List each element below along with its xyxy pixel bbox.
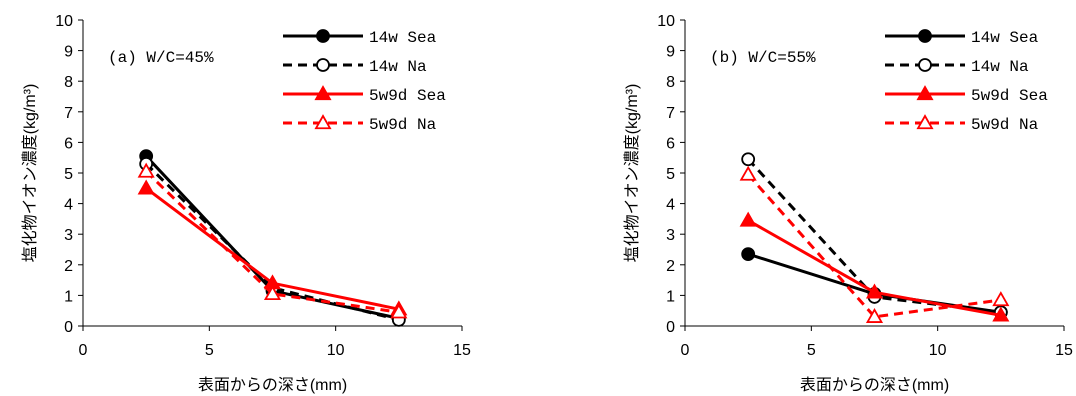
x-axis-title: 表面からの深さ(mm) [800, 376, 949, 394]
x-tick-label: 10 [327, 342, 345, 359]
data-point [865, 283, 884, 299]
legend-label: 5w9d Na [971, 116, 1039, 134]
y-tick-label: 5 [64, 166, 73, 183]
y-tick-label: 5 [666, 166, 675, 183]
y-tick-label: 6 [666, 135, 675, 152]
legend-marker [916, 114, 934, 130]
data-point [263, 285, 282, 301]
series-2 [139, 156, 406, 327]
data-point [390, 303, 408, 319]
chart-panel-2: 0 1 2 3 4 5 6 7 8 9 10 0 5 10 15 表面からの深さ(mm) 塩化物イオン濃度(kg… [623, 13, 1073, 394]
legend-label: 14w Na [971, 58, 1029, 76]
legend-marker [314, 114, 332, 130]
y-tick-label: 4 [64, 197, 73, 214]
y-tick-label: 1 [666, 288, 675, 305]
x-tick-label: 15 [453, 342, 471, 359]
legend-marker [314, 85, 332, 101]
chart-panel-1: 0 1 2 3 4 5 6 7 8 9 10 0 5 10 15 表面からの深さ(mm) 塩化物イオン濃度(kg… [21, 13, 471, 394]
data-point [741, 247, 756, 261]
legend: 14w Sea 14w Na 5w9d Sea 5w9d Na [885, 29, 1048, 134]
y-tick-label: 4 [666, 197, 675, 214]
y-axis-title: 塩化物イオン濃度(kg/m³) [623, 84, 641, 263]
legend-label: 14w Sea [369, 29, 437, 47]
series-line [145, 170, 400, 314]
data-point [865, 308, 884, 323]
y-tick-label: 8 [64, 74, 73, 91]
data-point [137, 162, 155, 178]
y-tick-label: 9 [64, 44, 73, 61]
data-point [741, 152, 756, 167]
series-line [747, 173, 1002, 319]
legend-label: 5w9d Sea [971, 87, 1048, 105]
x-tick-label: 0 [681, 342, 690, 359]
y-tick-label: 6 [64, 135, 73, 152]
y-tick-label: 2 [64, 258, 73, 275]
legend-marker [316, 58, 330, 72]
legend-marker [316, 29, 330, 43]
panel-label: (a) W/C=45% [108, 49, 214, 67]
x-tick-label: 10 [929, 342, 947, 359]
y-axis-title: 塩化物イオン濃度(kg/m³) [21, 84, 39, 263]
data-point [137, 179, 155, 195]
panel-label: (b) W/C=55% [710, 49, 816, 67]
y-tick-label: 0 [64, 319, 73, 336]
y-tick-label: 3 [64, 227, 73, 244]
data-point [739, 211, 757, 227]
y-tick-label: 10 [657, 13, 675, 30]
y-tick-label: 9 [666, 44, 675, 61]
y-tick-label: 3 [666, 227, 675, 244]
x-tick-label: 15 [1055, 342, 1073, 359]
x-axis-title: 表面からの深さ(mm) [198, 376, 347, 394]
y-tick-label: 10 [55, 13, 73, 30]
legend-marker [916, 85, 934, 101]
legend-marker [918, 58, 932, 72]
series-4 [739, 165, 1010, 323]
y-tick-label: 1 [64, 288, 73, 305]
y-tick-label: 8 [666, 74, 675, 91]
series-3 [739, 211, 1010, 322]
data-point [739, 165, 757, 181]
data-point [992, 291, 1010, 307]
legend-label: 5w9d Sea [369, 87, 446, 105]
legend: 14w Sea 14w Na 5w9d Sea 5w9d Na [283, 29, 446, 134]
legend-label: 14w Sea [971, 29, 1039, 47]
y-tick-label: 2 [666, 258, 675, 275]
legend-label: 14w Na [369, 58, 427, 76]
y-tick-label: 7 [64, 105, 73, 122]
y-tick-label: 0 [666, 319, 675, 336]
x-tick-label: 5 [807, 342, 816, 359]
legend-label: 5w9d Na [369, 116, 437, 134]
x-tick-label: 0 [79, 342, 88, 359]
series-line [145, 162, 400, 322]
legend-marker [918, 29, 932, 43]
x-tick-label: 5 [205, 342, 214, 359]
series-4 [137, 162, 408, 319]
y-tick-label: 7 [666, 105, 675, 122]
data-point [992, 306, 1010, 322]
